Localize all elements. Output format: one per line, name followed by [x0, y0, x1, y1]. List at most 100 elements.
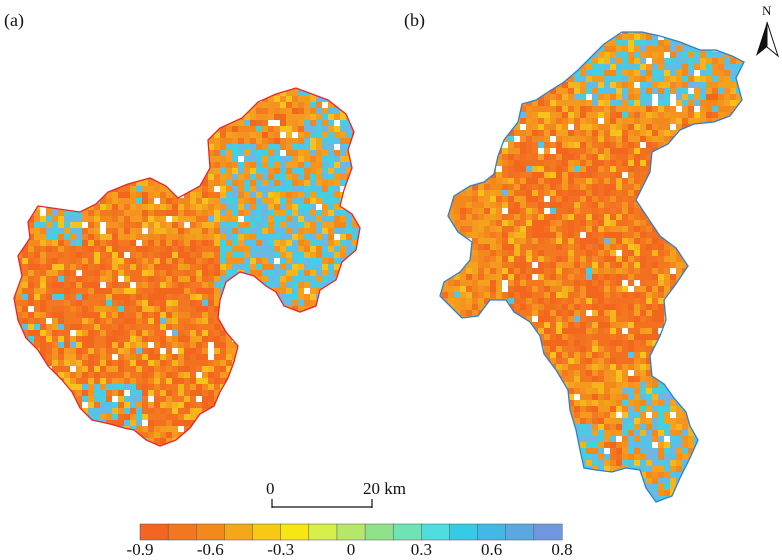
raster-cell [262, 138, 268, 144]
raster-cell [322, 88, 328, 90]
raster-cell [490, 32, 496, 34]
raster-cell [202, 90, 208, 96]
raster-cell [304, 342, 310, 348]
raster-cell [58, 180, 64, 186]
raster-cell [244, 288, 250, 294]
raster-cell [130, 126, 136, 132]
raster-cell [454, 124, 460, 130]
raster-cell [226, 342, 232, 348]
raster-cell [286, 174, 292, 180]
raster-cell [160, 330, 166, 336]
raster-cell [220, 444, 226, 446]
raster-cell [82, 192, 88, 198]
raster-cell [28, 324, 34, 330]
raster-cell [274, 312, 280, 318]
raster-cell [334, 366, 340, 372]
raster-cell [14, 432, 16, 438]
raster-cell [124, 264, 130, 270]
raster-cell [136, 192, 142, 198]
raster-cell [76, 432, 82, 438]
raster-cell [52, 192, 58, 198]
raster-cell [220, 138, 226, 144]
raster-cell [442, 34, 448, 40]
raster-cell [208, 102, 214, 108]
raster-cell [262, 186, 268, 192]
raster-cell [142, 246, 148, 252]
raster-cell [16, 204, 22, 210]
raster-cell [568, 136, 574, 142]
raster-cell [508, 94, 514, 100]
raster-cell [76, 102, 82, 108]
raster-cell [604, 94, 610, 100]
raster-cell [256, 294, 262, 300]
raster-cell [280, 96, 286, 102]
raster-cell [100, 390, 106, 396]
raster-cell [646, 112, 652, 118]
raster-cell [700, 40, 706, 46]
raster-cell [70, 294, 76, 300]
raster-cell [352, 438, 358, 444]
raster-cell [136, 426, 142, 432]
raster-cell [130, 282, 136, 288]
raster-cell [352, 426, 358, 432]
raster-cell [250, 174, 256, 180]
raster-cell [664, 94, 670, 100]
raster-cell [190, 312, 196, 318]
raster-cell [22, 324, 28, 330]
raster-cell [274, 384, 280, 390]
raster-cell [454, 82, 460, 88]
raster-cell [22, 384, 28, 390]
raster-cell [22, 192, 28, 198]
raster-cell [14, 384, 16, 390]
raster-cell [82, 114, 88, 120]
raster-cell [262, 264, 268, 270]
raster-cell [688, 94, 694, 100]
raster-cell [304, 384, 310, 390]
raster-cell [184, 240, 190, 246]
raster-cell [280, 318, 286, 324]
raster-cell [742, 100, 744, 106]
raster-cell [520, 154, 526, 160]
raster-cell [334, 300, 340, 306]
raster-cell [568, 82, 574, 88]
raster-cell [484, 40, 490, 46]
raster-cell [112, 88, 118, 90]
raster-cell [220, 414, 226, 420]
raster-cell [106, 354, 112, 360]
raster-cell [154, 186, 160, 192]
raster-cell [154, 204, 160, 210]
raster-cell [28, 180, 34, 186]
raster-cell [100, 174, 106, 180]
raster-cell [724, 154, 730, 160]
raster-cell [142, 282, 148, 288]
raster-cell [16, 156, 22, 162]
raster-cell [190, 264, 196, 270]
raster-cell [448, 46, 454, 52]
raster-cell [70, 414, 76, 420]
raster-cell [82, 294, 88, 300]
raster-cell [634, 136, 640, 142]
raster-cell [652, 76, 658, 82]
raster-cell [454, 32, 460, 34]
raster-cell [268, 138, 274, 144]
raster-cell [100, 138, 106, 144]
raster-cell [58, 234, 64, 240]
raster-cell [250, 444, 256, 446]
raster-cell [100, 312, 106, 318]
raster-cell [298, 282, 304, 288]
raster-cell [40, 156, 46, 162]
raster-cell [286, 144, 292, 150]
raster-cell [322, 102, 328, 108]
raster-cell [124, 288, 130, 294]
raster-cell [118, 90, 124, 96]
raster-cell [352, 282, 358, 288]
raster-cell [16, 360, 22, 366]
raster-cell [718, 130, 724, 136]
raster-cell [130, 198, 136, 204]
raster-cell [76, 348, 82, 354]
raster-cell [670, 94, 676, 100]
raster-cell [14, 102, 16, 108]
raster-cell [658, 172, 664, 178]
raster-cell [292, 102, 298, 108]
raster-cell [52, 222, 58, 228]
